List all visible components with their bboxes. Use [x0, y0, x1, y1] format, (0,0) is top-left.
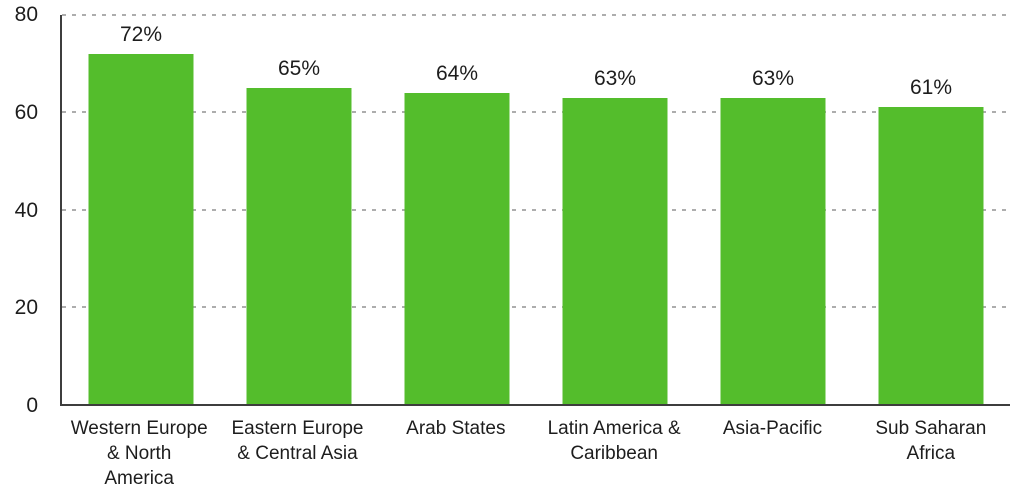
- bar-value-label: 63%: [751, 66, 795, 90]
- y-tick-label: 40: [14, 198, 38, 222]
- bar: [88, 53, 194, 404]
- x-category-label: Latin America & Caribbean: [547, 418, 681, 464]
- bar: [562, 97, 668, 404]
- y-tick-label: 80: [14, 3, 38, 26]
- y-tick-label: 0: [26, 394, 38, 417]
- y-axis-tick-labels: 0 20 40 60 80: [0, 3, 60, 417]
- x-category-label: Western Europe & North America: [70, 418, 208, 489]
- bar-value-label: 65%: [277, 56, 321, 80]
- bar-slot: 63%: [536, 15, 694, 404]
- bar-value-label: 64%: [435, 61, 479, 85]
- y-tick-label: 20: [14, 296, 38, 320]
- bar-slot: 61%: [852, 15, 1010, 404]
- bar-value-label: 61%: [909, 76, 953, 100]
- bar: [404, 92, 510, 404]
- bar: [246, 87, 352, 404]
- x-category-label: Eastern Europe & Central Asia: [231, 418, 364, 464]
- plot-area: 72% 65% 64% 63% 63% 61%: [60, 14, 1010, 406]
- bar-value-label: 72%: [119, 22, 163, 46]
- x-category-label: Arab States: [406, 418, 506, 439]
- gridline: [62, 14, 1010, 16]
- bars: 72% 65% 64% 63% 63% 61%: [62, 15, 1010, 404]
- bar-slot: 65%: [220, 15, 378, 404]
- bar-value-label: 63%: [593, 66, 637, 90]
- gridline: [62, 305, 1010, 308]
- gridlines: [62, 14, 1010, 404]
- gridline: [62, 111, 1010, 114]
- bar: [878, 107, 984, 404]
- y-tick-label: 60: [14, 100, 38, 124]
- bar-slot: 72%: [62, 15, 220, 404]
- x-category-label: Sub Saharan Africa: [875, 418, 987, 464]
- gridline: [62, 208, 1010, 211]
- bar-slot: 63%: [694, 15, 852, 404]
- x-axis-labels: Western Europe & North America Eastern Eu…: [60, 416, 1010, 491]
- bar: [720, 97, 826, 404]
- x-category-label: Asia-Pacific: [722, 418, 823, 439]
- bar-slot: 64%: [378, 15, 536, 404]
